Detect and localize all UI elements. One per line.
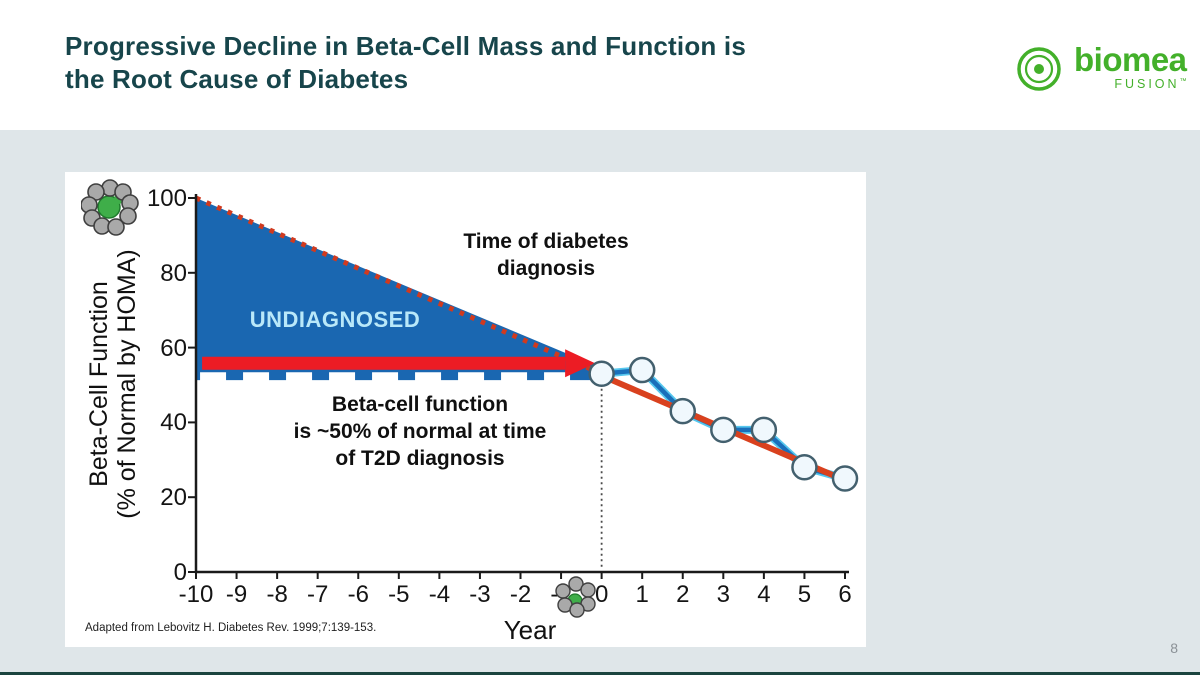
biomea-logo-icon: [1017, 47, 1061, 91]
halfway-annotation-line2: is ~50% of normal at time: [293, 420, 547, 443]
y-axis-title-line1: Beta-Cell Function: [85, 281, 113, 487]
diagnosis-annotation-line2: diagnosis: [496, 257, 596, 280]
undiagnosed-area: [196, 198, 602, 381]
halfway-annotation-line3: of T2D diagnosis: [335, 447, 505, 470]
data-point: [669, 397, 696, 425]
data-point: [831, 465, 859, 492]
biomea-logo: biomea FUSION™: [1012, 40, 1187, 94]
diagnosis-annotation: Time of diabetes diagnosis: [426, 228, 666, 282]
halfway-annotation: Beta-cell function is ~50% of normal at …: [275, 391, 565, 472]
page-title: Progressive Decline in Beta-Cell Mass an…: [65, 30, 746, 96]
logo-text: biomea FUSION™: [1074, 43, 1187, 91]
bottom-accent-bar: [0, 672, 1200, 675]
data-point: [750, 416, 778, 444]
data-point: [588, 360, 615, 388]
logo-trademark: ™: [1179, 78, 1187, 86]
x-axis-title: Year: [503, 615, 557, 645]
undiagnosed-label: UNDIAGNOSED: [249, 307, 421, 332]
slide-header: Progressive Decline in Beta-Cell Mass an…: [0, 0, 1200, 130]
diagnosis-annotation-line1: Time of diabetes: [463, 230, 629, 253]
diagnosis-arrow-head: [565, 349, 596, 378]
beta-cell-cluster-icon-small: [555, 576, 596, 618]
y-axis-title-line2: (% of Normal by HOMA): [113, 249, 141, 519]
citation: Adapted from Lebovitz H. Diabetes Rev. 1…: [85, 622, 377, 634]
page-title-line2: the Root Cause of Diabetes: [65, 64, 409, 94]
data-point: [710, 416, 737, 444]
logo-wordmark: biomea: [1074, 41, 1187, 79]
data-point: [791, 454, 818, 481]
data-point: [628, 356, 656, 384]
logo-subtext: FUSION™: [1114, 77, 1187, 92]
beta-cell-cluster-icon: [81, 179, 139, 236]
chart-panel: Beta-Cell Function (% of Normal by HOMA)…: [65, 172, 866, 647]
page-number: 8: [1170, 640, 1178, 656]
halfway-annotation-line1: Beta-cell function: [331, 393, 509, 416]
y-axis-title: Beta-Cell Function (% of Normal by HOMA): [85, 174, 141, 594]
beta-cell-decline-chart: [188, 194, 859, 579]
decline-dotted-line: [195, 195, 603, 377]
page-title-line1: Progressive Decline in Beta-Cell Mass an…: [65, 31, 747, 61]
